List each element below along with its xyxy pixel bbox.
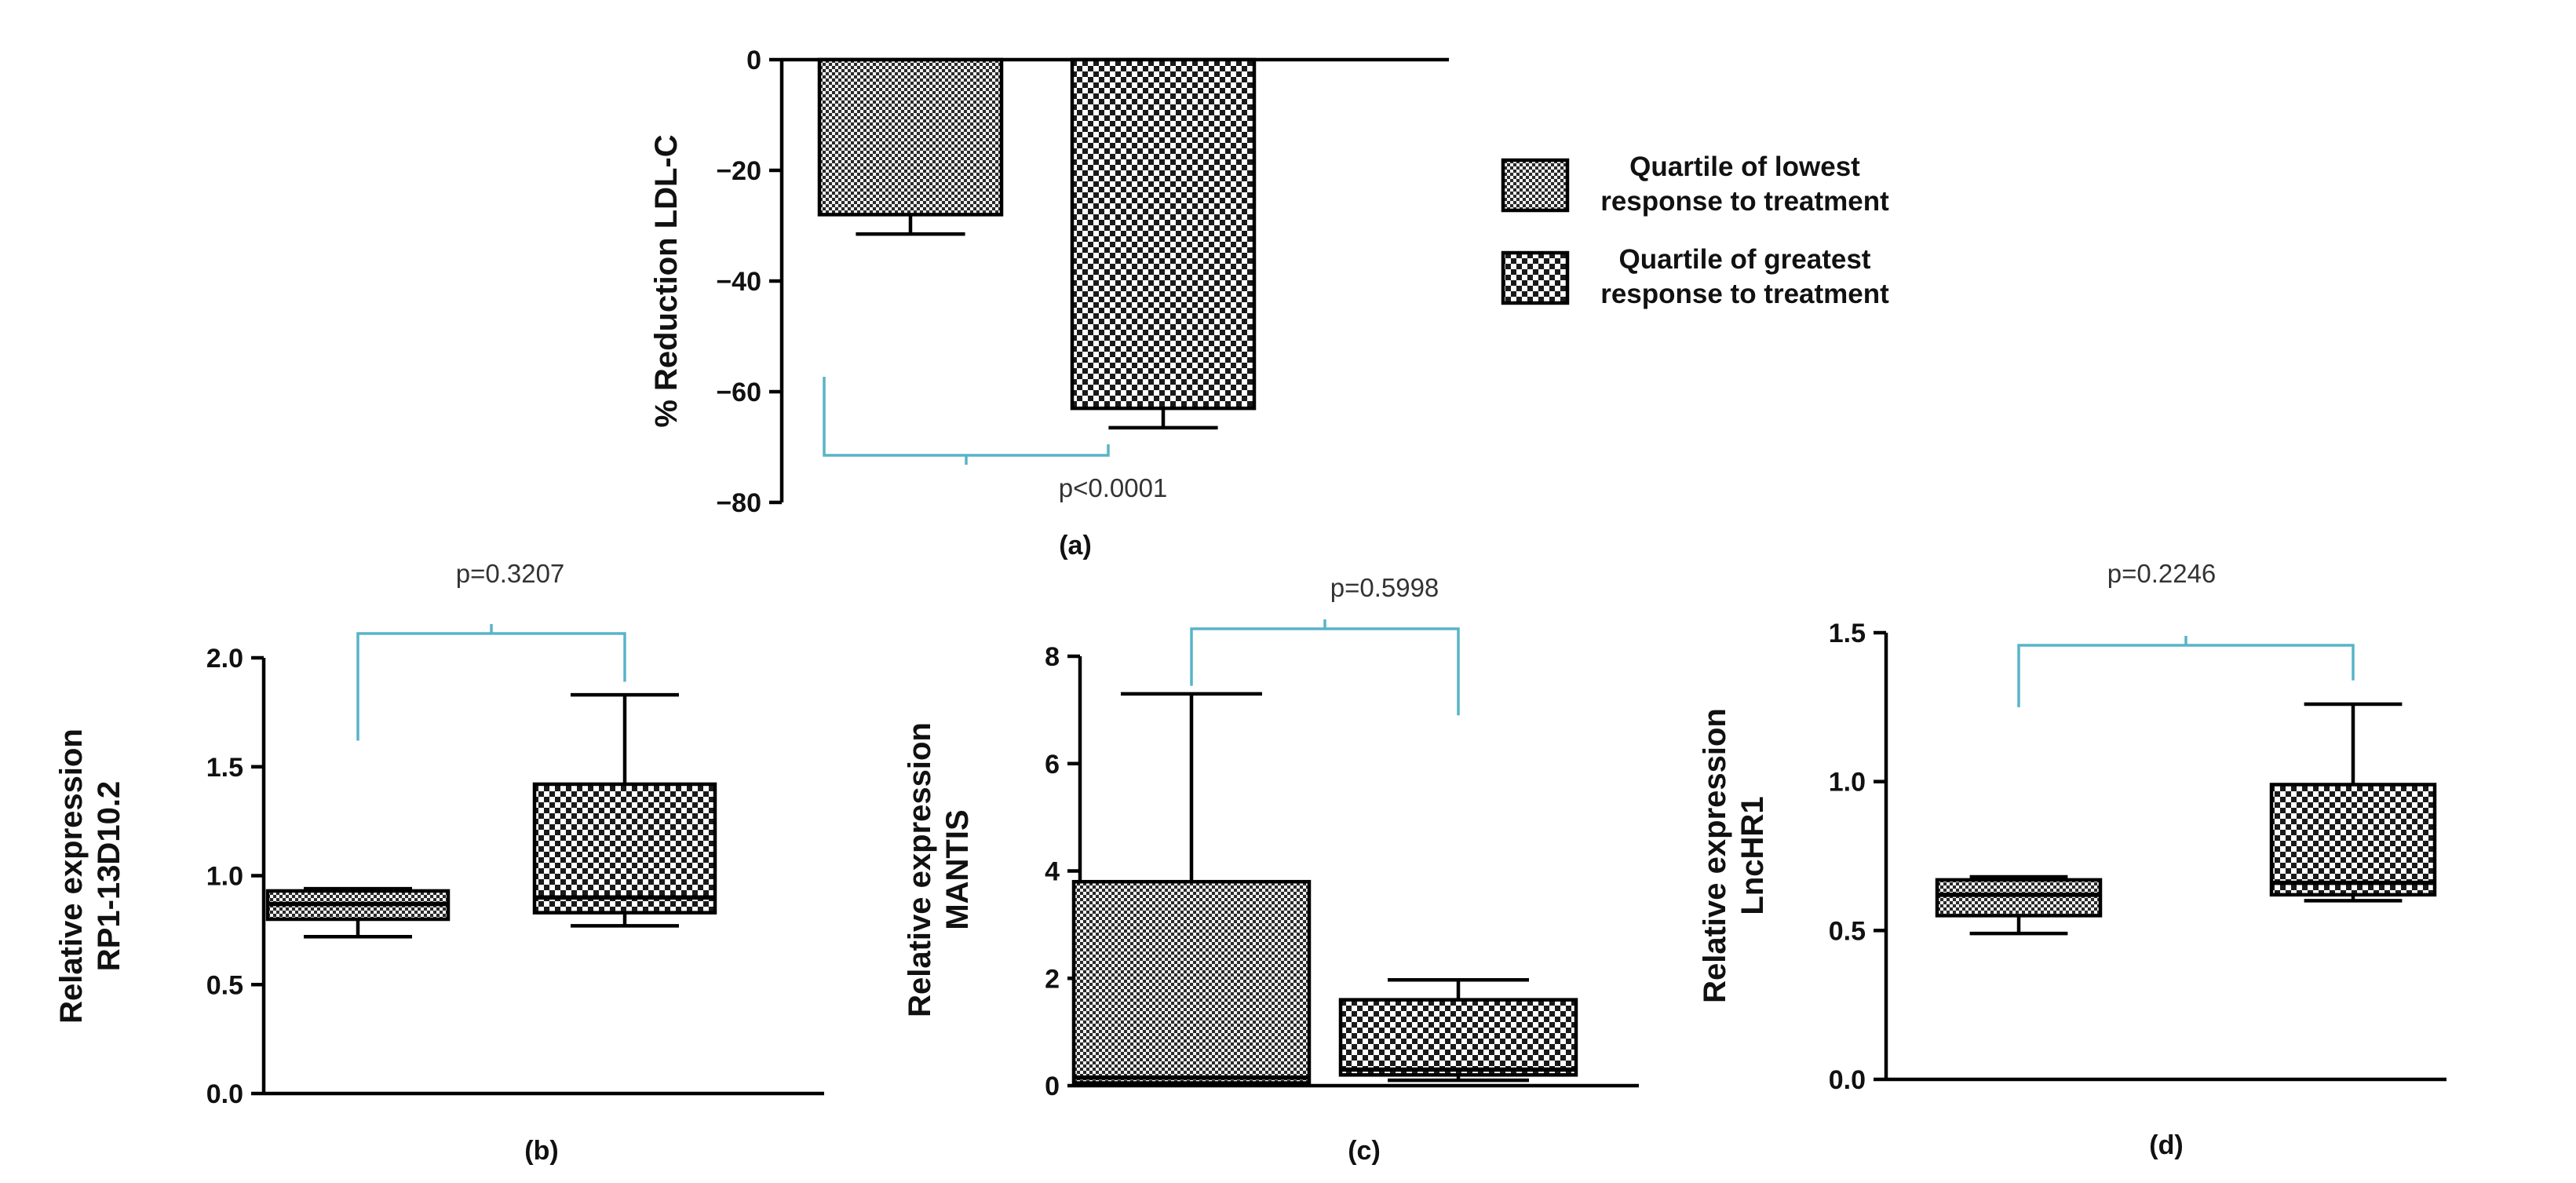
box-lowest (1071, 879, 1312, 1085)
box-lowest (1935, 878, 2103, 918)
chart-panel-d: 0.0 0.5 1.0 1.5 Relative expression LncHR1 (d)… (1698, 559, 2446, 1160)
legend-label-line: Quartile of greatest (1619, 244, 1871, 275)
panel-label: (c) (1348, 1136, 1381, 1166)
y-axis-title-line: LncHR1 (1735, 796, 1770, 915)
y-tick-label: 1.0 (206, 862, 243, 892)
y-tick-label: 0 (1045, 1072, 1060, 1101)
y-axis-title-line: MANTIS (940, 809, 975, 929)
panel-label: (b) (524, 1136, 558, 1166)
y-tick-label: 6 (1045, 750, 1060, 780)
box-greatest (2269, 783, 2437, 897)
legend-swatch-greatest (1501, 250, 1570, 305)
legend-item-greatest: Quartile of greatest response to treatmen… (1501, 244, 1889, 309)
significance-bracket (823, 377, 1110, 457)
y-tick-label: 0.0 (206, 1079, 243, 1109)
bar-lowest (817, 57, 1004, 217)
p-value-label: p=0.2246 (2107, 559, 2217, 588)
y-axis-title-line: RP1-13D10.2 (92, 781, 126, 971)
y-tick-label: 2 (1045, 964, 1060, 994)
legend-item-lowest: Quartile of lowest response to treatment (1501, 152, 1889, 217)
y-axis-title: Relative expression LncHR1 (1698, 708, 1770, 1003)
y-tick-label: 0.0 (1829, 1065, 1866, 1095)
y-tick-label: 4 (1045, 857, 1060, 887)
chart-panel-a: 0 −20 −40 −60 −80 % Reduction LDL-C (a) p<0.000… (649, 46, 1449, 560)
y-tick-label: 1.0 (1829, 768, 1866, 798)
y-axis-title-line: Relative expression (54, 728, 89, 1024)
significance-bracket (2017, 644, 2355, 707)
significance-bracket (356, 632, 626, 741)
significance-bracket (1190, 627, 1460, 716)
p-value-label: p<0.0001 (1059, 473, 1168, 502)
y-axis-title-line: Relative expression (1698, 708, 1732, 1003)
y-axis-title-line: Relative expression (903, 722, 937, 1017)
y-tick-label: −20 (716, 156, 761, 186)
box-greatest (532, 782, 717, 915)
panel-label: (a) (1059, 531, 1092, 560)
chart-panel-c: 0 2 4 6 8 Relative expression MANTIS (c) p=0.599… (903, 573, 1639, 1166)
y-tick-label: −60 (716, 378, 761, 407)
y-tick-label: −80 (716, 488, 761, 518)
y-tick-label: 0 (746, 46, 761, 75)
y-axis-title: Relative expression MANTIS (903, 722, 975, 1017)
y-tick-label: 0.5 (206, 970, 243, 1000)
legend-label: Quartile of greatest response to treatmen… (1600, 244, 1889, 309)
y-tick-label: 1.5 (206, 753, 243, 783)
legend-label-line: response to treatment (1600, 279, 1889, 309)
p-value-label: p=0.5998 (1330, 573, 1439, 602)
legend-label: Quartile of lowest response to treatment (1600, 152, 1889, 217)
y-tick-label: −40 (716, 267, 761, 297)
y-axis-title: % Reduction LDL-C (649, 134, 684, 427)
panel-label: (d) (2149, 1130, 2183, 1160)
y-axis-title-line: % Reduction LDL-C (649, 134, 684, 427)
legend-label-line: Quartile of lowest (1629, 152, 1860, 182)
bar-greatest (1070, 57, 1257, 411)
p-value-label: p=0.3207 (456, 559, 565, 588)
legend-label-line: response to treatment (1600, 186, 1889, 217)
legend: Quartile of lowest response to treatmentQ… (1501, 152, 1889, 309)
y-tick-label: 0.5 (1829, 916, 1866, 946)
chart-panel-b: 0.0 0.5 1.0 1.5 2.0 Relative expression RP1-13… (54, 559, 824, 1166)
panels-layer: 0 −20 −40 −60 −80 % Reduction LDL-C (a) p<0.000… (54, 46, 2446, 1166)
y-tick-label: 8 (1045, 642, 1060, 672)
y-axis-title: Relative expression RP1-13D10.2 (54, 728, 126, 1024)
box-greatest (1338, 998, 1578, 1077)
y-tick-label: 1.5 (1829, 619, 1866, 648)
y-tick-label: 2.0 (206, 644, 243, 674)
legend-swatch-lowest (1501, 158, 1570, 213)
